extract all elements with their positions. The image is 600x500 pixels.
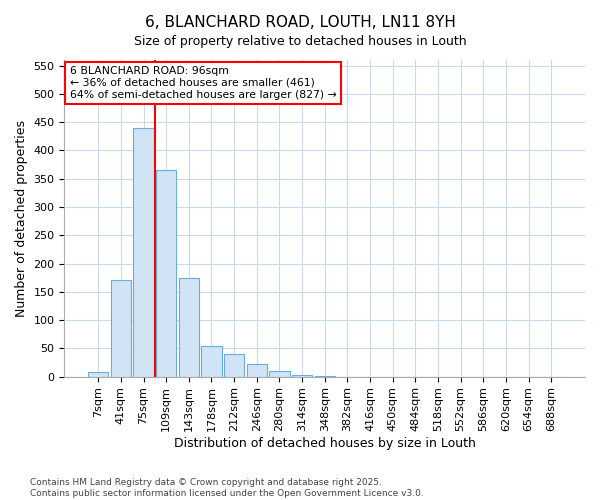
Bar: [179, 278, 199, 376]
Text: 6, BLANCHARD ROAD, LOUTH, LN11 8YH: 6, BLANCHARD ROAD, LOUTH, LN11 8YH: [145, 15, 455, 30]
Bar: [111, 280, 131, 376]
Bar: [201, 346, 221, 376]
Text: Size of property relative to detached houses in Louth: Size of property relative to detached ho…: [134, 35, 466, 48]
Bar: [269, 371, 290, 376]
Bar: [224, 354, 244, 376]
Y-axis label: Number of detached properties: Number of detached properties: [15, 120, 28, 317]
Bar: [292, 375, 312, 376]
Bar: [247, 364, 267, 376]
Bar: [133, 128, 154, 376]
Text: 6 BLANCHARD ROAD: 96sqm
← 36% of detached houses are smaller (461)
64% of semi-d: 6 BLANCHARD ROAD: 96sqm ← 36% of detache…: [70, 66, 337, 100]
Bar: [88, 372, 109, 376]
X-axis label: Distribution of detached houses by size in Louth: Distribution of detached houses by size …: [174, 437, 476, 450]
Bar: [156, 170, 176, 376]
Text: Contains HM Land Registry data © Crown copyright and database right 2025.
Contai: Contains HM Land Registry data © Crown c…: [30, 478, 424, 498]
